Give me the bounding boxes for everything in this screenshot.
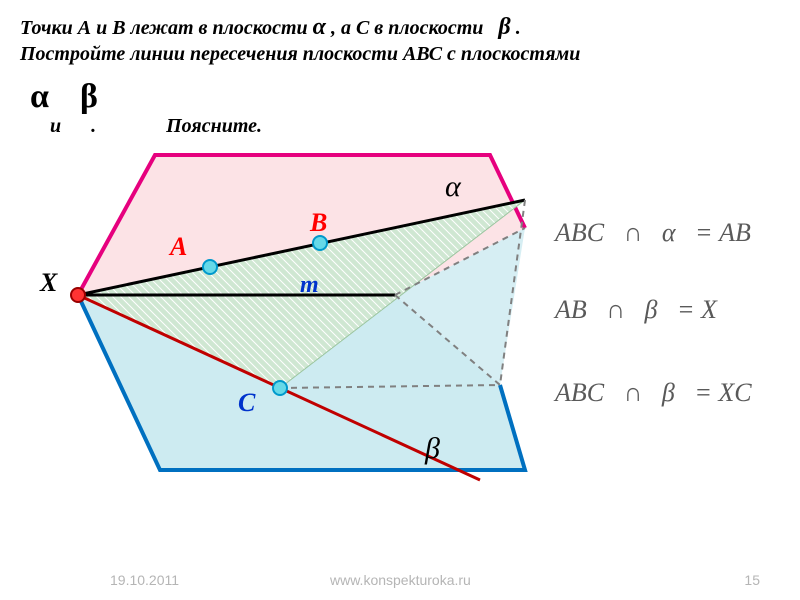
eq3-l: ABC xyxy=(555,378,604,407)
eq2-eq: = X xyxy=(677,295,717,324)
point-X xyxy=(71,288,85,302)
footer-page: 15 xyxy=(744,572,760,588)
eq1-op: ∩ xyxy=(624,218,643,247)
eq2-op: ∩ xyxy=(606,295,625,324)
eq1-l: ABC xyxy=(555,218,604,247)
point-A xyxy=(203,260,217,274)
eq3-space1 xyxy=(611,378,618,407)
label-B: В xyxy=(310,208,327,238)
eq1-space3 xyxy=(682,218,689,247)
label-X: Х xyxy=(40,268,57,298)
label-A: А xyxy=(170,232,187,262)
eq2-l: AB xyxy=(555,295,587,324)
eq1-r: α xyxy=(662,218,676,247)
eq3-op: ∩ xyxy=(624,378,643,407)
eq2-space2 xyxy=(632,295,639,324)
eq1-eq: = AB xyxy=(695,218,751,247)
eq2-space3 xyxy=(664,295,671,324)
point-C xyxy=(273,381,287,395)
plane-label-alpha: α xyxy=(445,170,461,204)
footer-site: www.konspekturoka.ru xyxy=(330,572,471,588)
eq3-space3 xyxy=(681,378,688,407)
point-B xyxy=(313,236,327,250)
label-m: m xyxy=(300,272,319,299)
footer-date: 19.10.2011 xyxy=(110,572,179,588)
eq1-space2 xyxy=(649,218,656,247)
eq3-r: β xyxy=(662,378,675,407)
equation-1: ABC ∩ α = AB xyxy=(555,218,751,248)
eq3-space2 xyxy=(649,378,656,407)
eq3-eq: = XC xyxy=(694,378,751,407)
eq1-space1 xyxy=(611,218,618,247)
equation-2: AB ∩ β = X xyxy=(555,295,717,325)
equation-3: ABC ∩ β = XC xyxy=(555,378,752,408)
label-C: С xyxy=(238,388,255,418)
eq2-space1 xyxy=(593,295,600,324)
plane-label-beta: β xyxy=(425,432,440,466)
eq2-r: β xyxy=(645,295,658,324)
